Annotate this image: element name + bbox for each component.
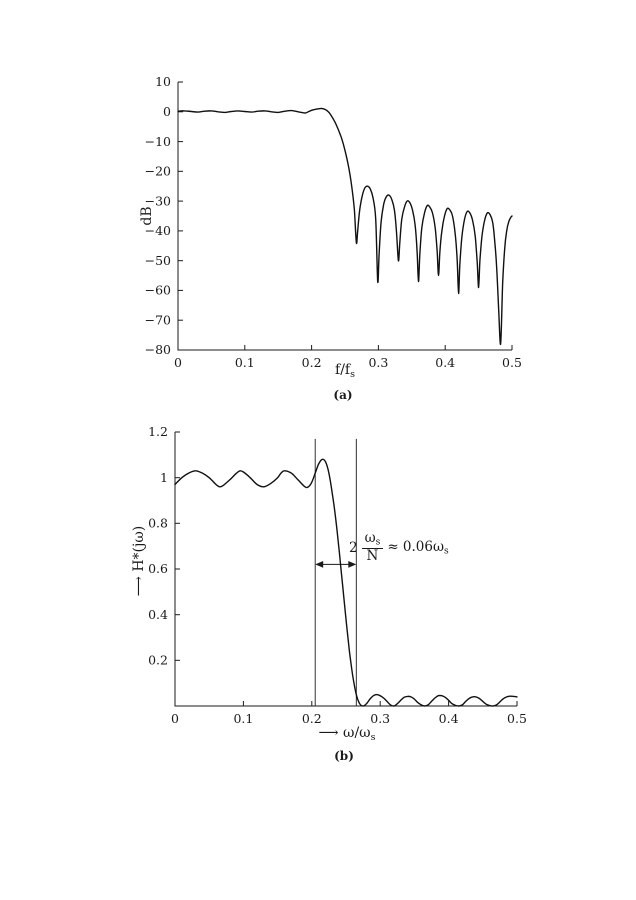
figure-b-ylabel-arrow-icon: ⟶: [131, 576, 147, 597]
x-tick-label: 0.2: [302, 355, 322, 370]
figure-a-xlabel-sub: s: [350, 368, 355, 380]
annotation-factor: 2: [349, 539, 358, 556]
y-tick-label: −10: [145, 134, 171, 149]
y-tick-label: 0.6: [148, 561, 168, 576]
y-tick-label: 0: [163, 104, 171, 119]
figure-a-caption: (a): [333, 388, 353, 402]
figure-b-ylabel-text: H*(jω): [131, 525, 147, 577]
y-tick-label: 10: [155, 74, 171, 89]
y-tick-label: 1: [160, 470, 168, 485]
figure-a-xlabel: f/fs: [335, 362, 355, 380]
figure-b-xlabel-arrow-icon: ⟶: [318, 725, 344, 742]
y-tick-label: 1.2: [148, 424, 168, 439]
y-tick-label: −70: [145, 312, 171, 327]
figure-b-caption: (b): [334, 749, 354, 763]
y-tick-label: −30: [145, 193, 171, 208]
y-tick-label: 0.8: [148, 516, 168, 531]
arrowhead-left-icon: [315, 561, 324, 568]
transition-width-annotation: 2 ωs N ≈ 0.06ωs: [349, 530, 449, 565]
x-tick-label: 0.5: [502, 355, 522, 370]
fig-a-svg: 100−10−20−30−40−50−60−70−800 0.1 0.2 0.3 0.4…: [145, 74, 522, 370]
x-tick-label: 0: [174, 355, 182, 370]
y-tick-label: −80: [145, 342, 171, 357]
y-tick-label: 0.2: [148, 653, 168, 668]
figure-b-ylabel: ⟶ H*(jω): [131, 526, 147, 596]
figure-b-plot: 0.2 0.4 0.6 0.8 1 1.2 0 0.1 0.2 0.3 0.4 0.5: [125, 420, 535, 740]
annotation-tail: ≈ 0.06ωs: [387, 539, 449, 557]
figure-a-ylabel: dB: [139, 206, 155, 226]
y-tick-label: −20: [145, 164, 171, 179]
x-tick-label: 0.2: [302, 711, 322, 726]
y-tick-label: −50: [145, 253, 171, 268]
annotation-denominator: N: [366, 548, 379, 565]
x-tick-label: 0.3: [368, 355, 388, 370]
annotation-numerator: ωs: [361, 530, 384, 550]
figure-b-xlabel: ⟶ ω/ωs: [319, 725, 376, 743]
arrowhead-right-icon: [348, 561, 357, 568]
y-tick-label: 0.4: [148, 607, 168, 622]
y-tick-label: −60: [145, 283, 171, 298]
x-tick-label: 0.4: [439, 711, 459, 726]
x-tick-label: 0.4: [435, 355, 455, 370]
response-curve: [174, 458, 518, 707]
x-tick-label: 0.1: [233, 711, 253, 726]
response-curve: [177, 107, 513, 345]
y-tick-label: −40: [145, 223, 171, 238]
x-tick-label: 0.3: [370, 711, 390, 726]
x-tick-label: 0.5: [507, 711, 527, 726]
fig-b-svg: 0.2 0.4 0.6 0.8 1 1.2 0 0.1 0.2 0.3 0.4 0.5: [148, 424, 527, 726]
figure-b-xlabel-base: ω/ω: [343, 725, 371, 742]
x-tick-label: 0: [171, 711, 179, 726]
figure-a-xlabel-base: f/f: [335, 362, 351, 379]
axes: [177, 82, 512, 351]
x-tick-label: 0.1: [235, 355, 255, 370]
figure-a-plot: 10 0 −10 −20 −30 −40 −50 −60 −70 −80 0 0.1 0.2 0.3 0.4…: [128, 70, 532, 386]
annotation-fraction: ωs N: [361, 530, 384, 565]
figure-b-xlabel-sub: s: [370, 731, 376, 743]
axes: [174, 432, 517, 707]
